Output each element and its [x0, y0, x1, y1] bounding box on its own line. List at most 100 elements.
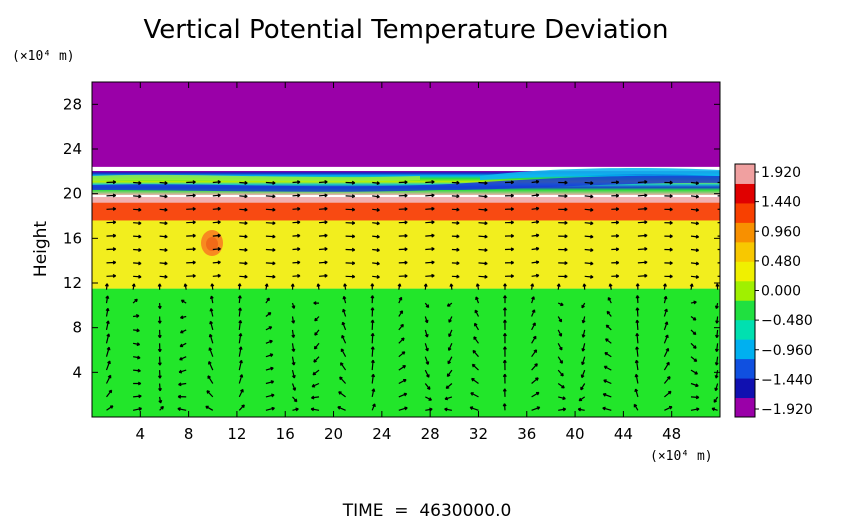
vector-arrow-335	[717, 235, 720, 237]
vector-field	[104, 179, 720, 412]
vector-arrow-22	[690, 407, 700, 412]
vector-arrow-54	[265, 380, 275, 385]
vector-arrow-336	[106, 220, 117, 225]
vector-arrow-129	[341, 334, 347, 344]
vector-arrow-334	[690, 234, 700, 239]
vector-arrow-174	[265, 312, 272, 317]
vector-arrow-60	[424, 383, 431, 390]
vector-arrow-226	[370, 283, 375, 290]
vector-arrow-264	[106, 260, 117, 265]
vector-arrow-282	[584, 261, 594, 266]
vector-arrow-308	[637, 247, 648, 251]
vector-arrow-204	[424, 302, 430, 309]
vector-arrow-357	[664, 220, 673, 225]
vector-arrow-130	[370, 332, 375, 344]
vector-arrow-227	[397, 283, 402, 290]
vector-arrow-337	[133, 221, 142, 226]
vector-arrow-46	[690, 395, 700, 400]
vector-arrow-215	[714, 302, 719, 309]
vector-arrow-20	[633, 403, 639, 411]
y-tick-label-6: 28	[63, 95, 82, 113]
vector-arrow-406	[690, 194, 700, 199]
x-tick-label-5: 24	[372, 425, 391, 443]
vector-arrow-107	[398, 351, 406, 358]
vector-arrow-240	[106, 273, 117, 278]
vector-arrow-374	[478, 207, 488, 212]
vector-arrow-278	[478, 261, 488, 266]
vector-arrow-83	[398, 365, 407, 371]
vector-arrow-261	[664, 274, 673, 279]
vector-arrow-429	[664, 180, 673, 185]
vector-arrow-10	[371, 403, 376, 411]
vector-arrow-343	[292, 220, 301, 225]
vector-arrow-302	[478, 248, 488, 252]
vector-arrow-365	[239, 207, 248, 212]
vector-arrow-234	[582, 283, 587, 290]
vector-arrow-66	[580, 383, 586, 391]
vector-arrow-0	[106, 405, 114, 411]
vector-arrow-97	[132, 355, 141, 360]
vector-arrow-409	[133, 180, 142, 185]
vector-arrow-397	[451, 194, 460, 199]
vector-arrow-285	[664, 261, 673, 266]
vector-arrow-320	[318, 233, 328, 238]
vector-arrow-341	[239, 221, 248, 226]
vector-arrow-380	[637, 206, 648, 211]
vector-arrow-369	[345, 207, 356, 212]
vector-arrow-49	[133, 381, 142, 386]
vector-arrow-71	[714, 383, 719, 392]
time-label: TIME = 4630000.0	[342, 501, 512, 519]
vector-arrow-179	[398, 310, 404, 317]
vector-arrow-86	[471, 363, 479, 371]
vector-arrow-28	[206, 390, 214, 398]
vector-arrow-13	[444, 407, 453, 412]
vector-arrow-233	[556, 283, 561, 290]
vector-arrow-47	[713, 396, 719, 403]
vector-arrow-306	[584, 248, 594, 253]
vector-arrow-412	[212, 180, 221, 184]
y-tick-label-3: 16	[63, 229, 82, 247]
vector-arrow-430	[690, 181, 700, 186]
vector-arrow-37	[444, 396, 453, 401]
vector-arrow-79	[291, 369, 296, 379]
vector-arrow-84	[424, 369, 430, 378]
vector-arrow-288	[106, 247, 117, 252]
vector-arrow-139	[605, 338, 612, 344]
vector-arrow-196	[209, 295, 214, 304]
vector-arrow-417	[345, 180, 356, 185]
vector-arrow-202	[370, 295, 375, 304]
vector-arrow-269	[239, 261, 248, 266]
vector-arrow-370	[372, 207, 380, 212]
warm-blob-core	[206, 237, 218, 251]
vector-arrow-251	[398, 274, 408, 279]
plot-frame	[91, 81, 721, 418]
vector-arrow-247	[292, 273, 301, 278]
vector-arrow-314	[159, 234, 168, 239]
vector-arrow-309	[664, 247, 673, 252]
vector-arrow-414	[265, 180, 276, 185]
vector-arrow-128	[313, 342, 320, 350]
vector-arrow-348	[425, 220, 435, 225]
vector-arrow-17	[558, 407, 567, 412]
vector-arrow-377	[558, 207, 568, 212]
vector-arrow-187	[606, 310, 612, 317]
vector-arrow-210	[581, 302, 586, 309]
vector-arrow-160	[531, 322, 536, 331]
vector-arrow-199	[291, 302, 296, 309]
vector-arrow-188	[635, 307, 640, 317]
vector-arrow-203	[398, 296, 403, 304]
vector-arrow-367	[292, 206, 301, 211]
vector-arrow-120	[105, 333, 111, 344]
vector-arrow-61	[445, 383, 453, 389]
vector-arrow-385	[133, 194, 142, 199]
band-streak-cyan	[480, 168, 720, 180]
vector-arrow-148	[209, 320, 214, 331]
vector-arrow-192	[105, 295, 110, 304]
vector-arrow-350	[478, 221, 488, 226]
vector-arrow-4	[205, 405, 214, 411]
vector-arrow-91	[603, 365, 612, 371]
vector-arrow-333	[664, 234, 673, 239]
vector-arrow-162	[581, 329, 586, 338]
colorbar-label-0: 1.920	[761, 165, 801, 181]
